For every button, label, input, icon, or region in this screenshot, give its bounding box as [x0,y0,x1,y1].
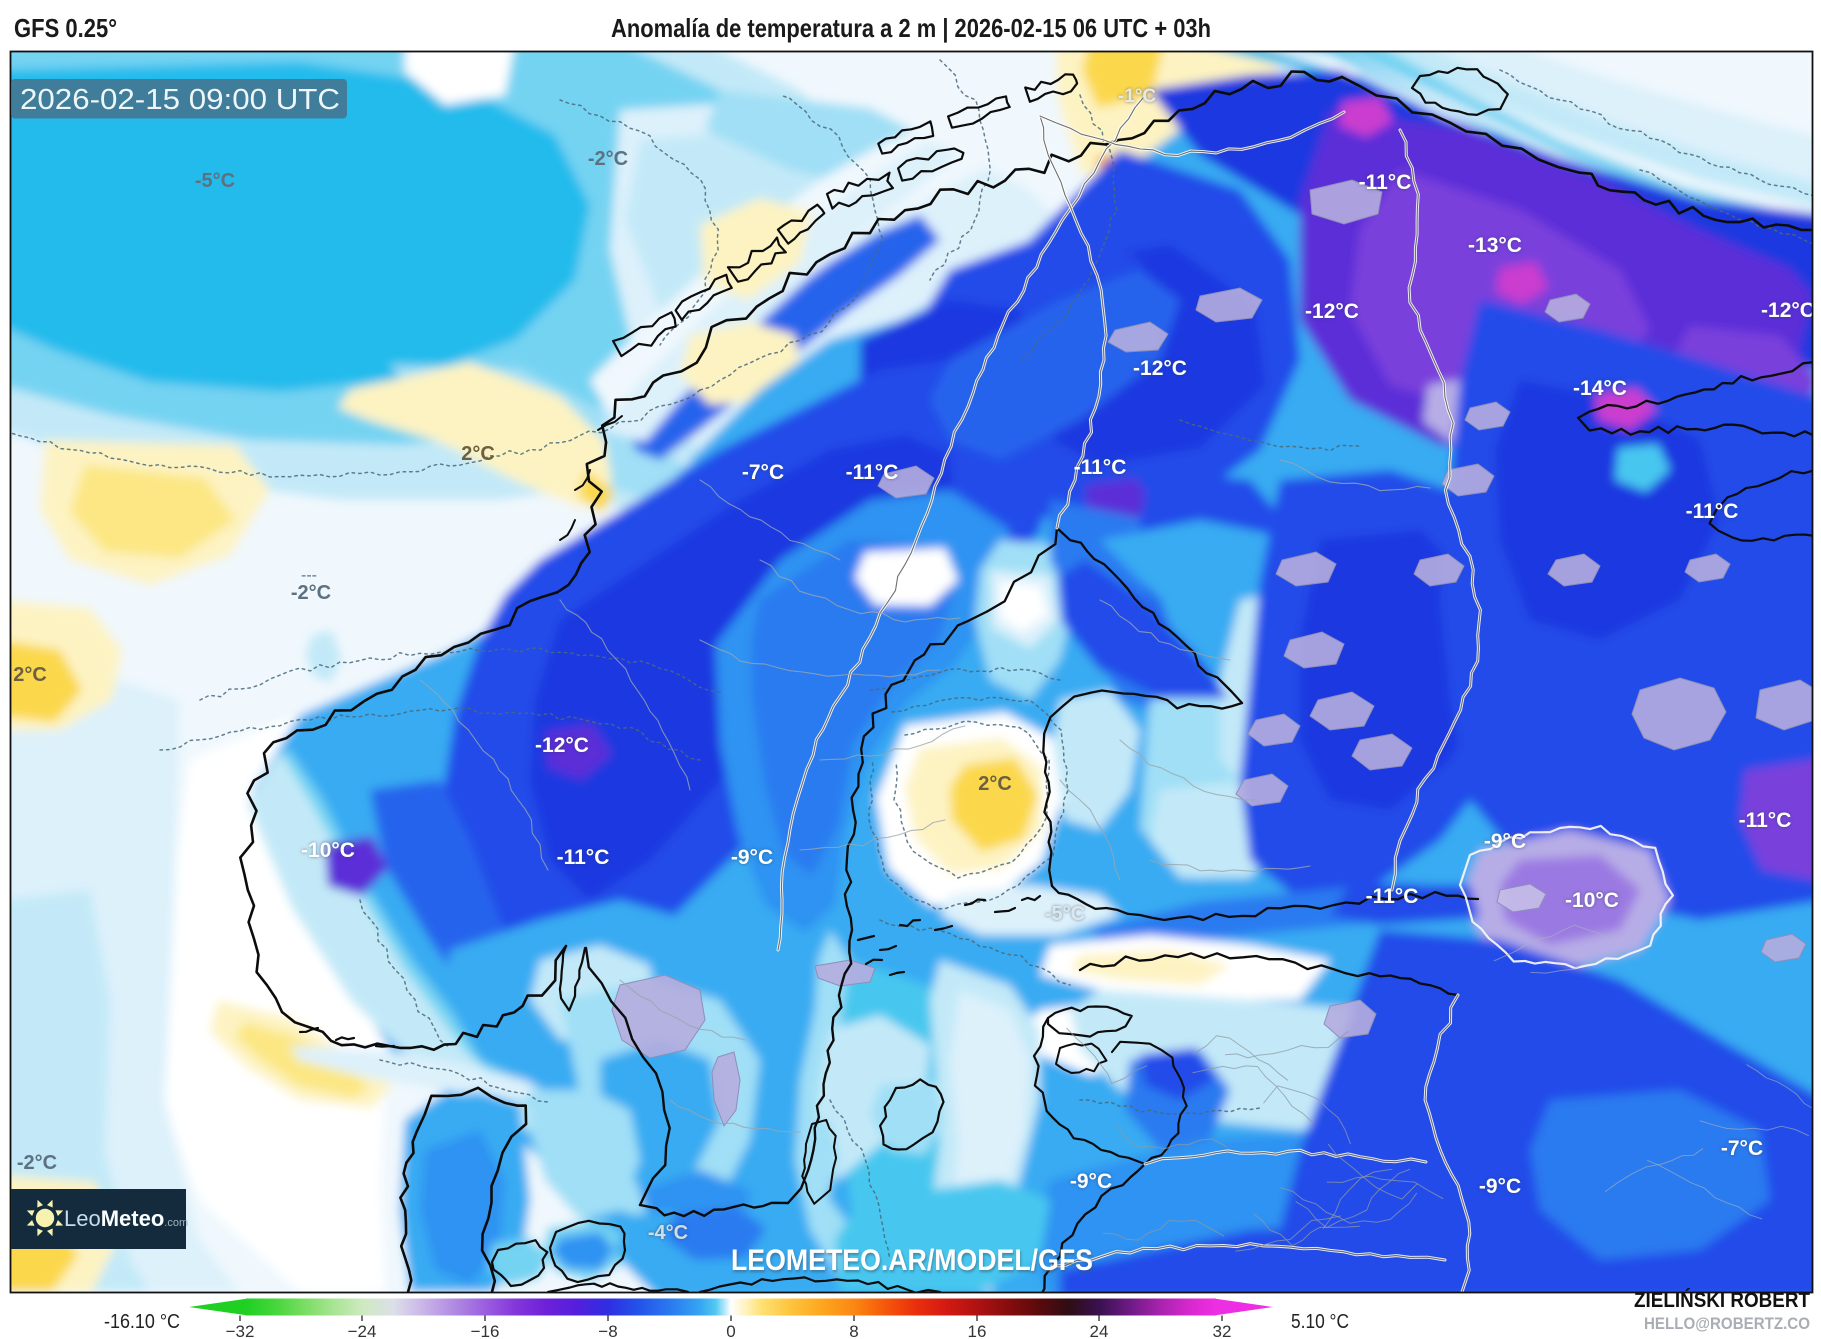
svg-text:-11°C: -11°C [846,461,899,484]
svg-text:24: 24 [1090,1322,1109,1339]
svg-text:-16.10 °C: -16.10 °C [104,1311,180,1333]
svg-text:2°C: 2°C [461,443,495,465]
svg-text:-5°C: -5°C [195,170,235,192]
svg-text:−32: −32 [226,1322,255,1339]
svg-text:-10°C: -10°C [301,839,355,862]
svg-text:-10°C: -10°C [1565,889,1619,912]
svg-text:-2°C: -2°C [291,582,331,604]
svg-text:-12°C: -12°C [1761,299,1815,322]
svg-text:-9°C: -9°C [1479,1175,1521,1198]
svg-text:-14°C: -14°C [1573,377,1627,400]
svg-text:−8: −8 [598,1322,617,1339]
svg-text:-2°C: -2°C [17,1152,57,1174]
svg-text:16: 16 [968,1322,987,1339]
svg-text:LEOMETEO.AR/MODEL/GFS: LEOMETEO.AR/MODEL/GFS [731,1244,1093,1277]
svg-text:−24: −24 [348,1322,377,1339]
svg-text:2°C: 2°C [13,664,47,686]
svg-text:-11°C: -11°C [1366,885,1419,908]
svg-text:-12°C: -12°C [1133,357,1187,380]
svg-text:-11°C: -11°C [1074,456,1127,479]
svg-text:-2°C: -2°C [588,148,628,170]
svg-text:5.10 °C: 5.10 °C [1291,1311,1349,1333]
svg-text:-12°C: -12°C [1305,300,1359,323]
svg-text:2026-02-15 09:00 UTC: 2026-02-15 09:00 UTC [20,84,340,116]
svg-text:8: 8 [849,1322,858,1339]
svg-text:-5°C: -5°C [1045,903,1085,925]
svg-text:-11°C: -11°C [557,846,610,869]
svg-text:2°C: 2°C [978,773,1012,795]
svg-text:-9°C: -9°C [1484,830,1526,853]
svg-text:-4°C: -4°C [648,1222,688,1244]
svg-text:LeoMeteo.com: LeoMeteo.com [64,1206,188,1231]
svg-text:-9°C: -9°C [1070,1170,1112,1193]
svg-text:-11°C: -11°C [1739,809,1792,832]
svg-text:-7°C: -7°C [1721,1137,1763,1160]
svg-text:32: 32 [1213,1322,1232,1339]
svg-text:-1°C: -1°C [1118,86,1156,107]
svg-text:---: --- [301,567,317,584]
svg-text:0: 0 [726,1322,735,1339]
svg-text:-11°C: -11°C [1359,171,1412,194]
svg-text:GFS 0.25°: GFS 0.25° [14,13,117,43]
svg-text:HELLO@ROBERTZ.CO: HELLO@ROBERTZ.CO [1644,1314,1810,1333]
svg-text:-12°C: -12°C [535,734,589,757]
svg-text:-7°C: -7°C [742,461,784,484]
svg-text:-9°C: -9°C [731,846,773,869]
svg-text:−16: −16 [471,1322,500,1339]
svg-text:ZIELIŃSKI ROBERT: ZIELIŃSKI ROBERT [1634,1289,1810,1312]
svg-text:-11°C: -11°C [1686,500,1739,523]
svg-text:Anomalía de temperatura a 2 m: Anomalía de temperatura a 2 m | 2026-02-… [611,13,1211,43]
svg-text:-13°C: -13°C [1468,234,1522,257]
